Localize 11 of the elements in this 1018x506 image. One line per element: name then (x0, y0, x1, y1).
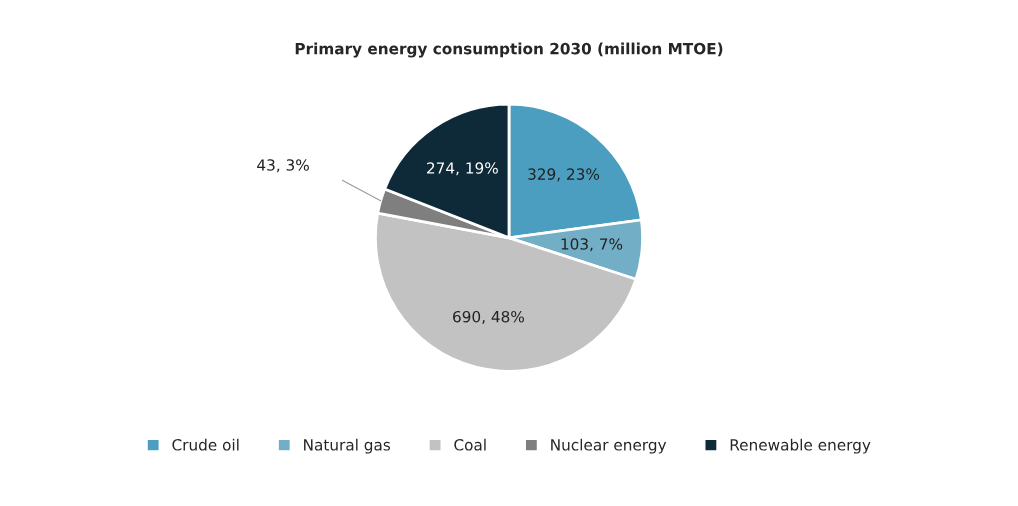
legend-label: Crude oil (172, 438, 239, 451)
legend-label: Nuclear energy (551, 438, 667, 454)
data-label: 329, 23% (528, 168, 600, 182)
legend-label: Renewable energy (730, 438, 871, 454)
data-label: 274, 19% (427, 162, 498, 176)
data-label: 690, 48% (453, 310, 524, 325)
data-label: 43, 3% (257, 159, 309, 173)
data-label: 103, 7% (561, 238, 623, 252)
legend-label: Natural gas (304, 438, 391, 454)
chart-title: Primary energy consumption 2030 (million MTOE) (295, 42, 723, 58)
legend-label: Coal (454, 438, 486, 451)
